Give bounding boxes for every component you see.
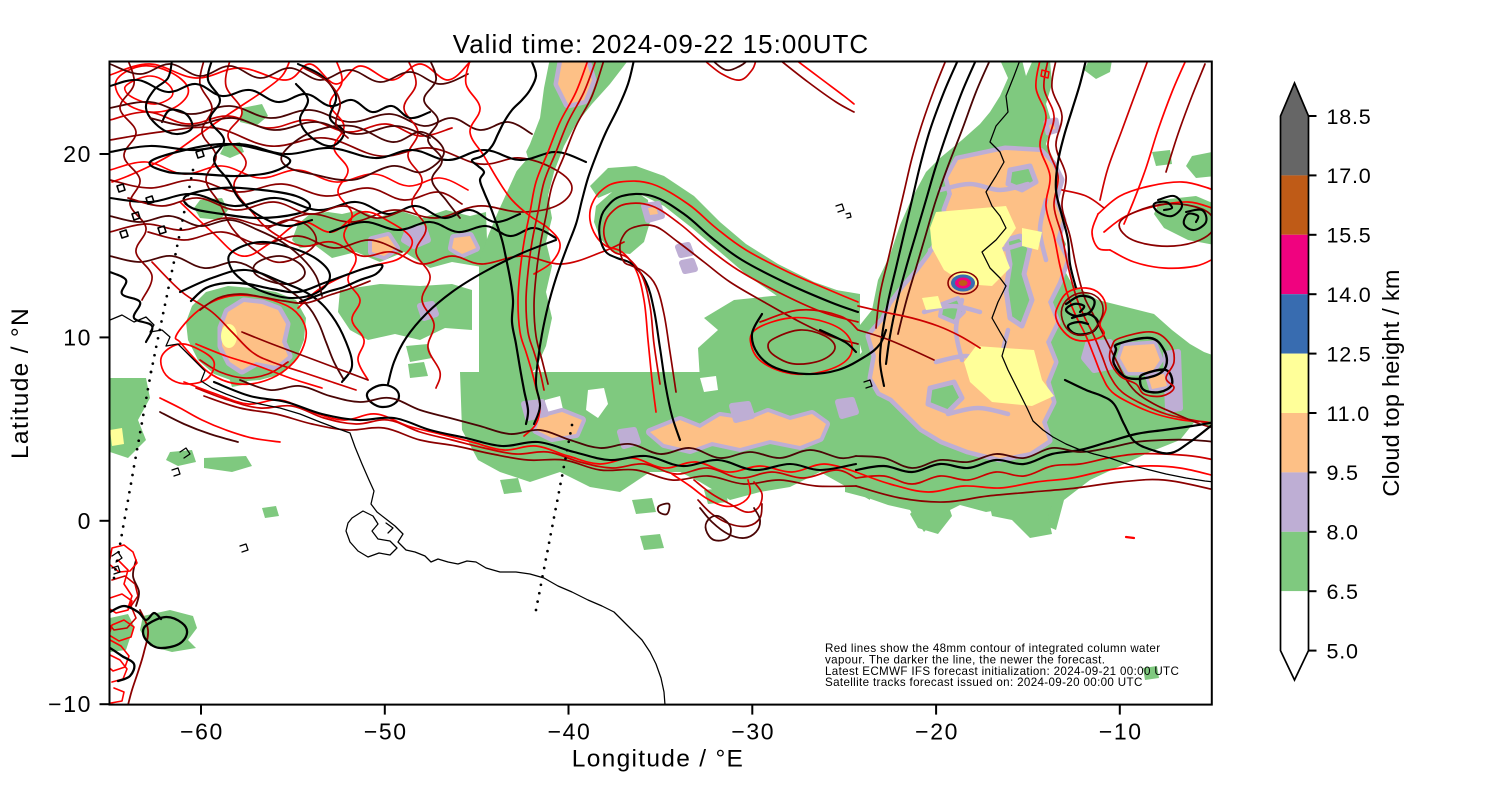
svg-text:−10: −10 [48,691,92,717]
svg-text:14.0: 14.0 [1327,283,1372,307]
svg-text:9.5: 9.5 [1327,461,1359,485]
svg-text:Satellite tracks forecast issu: Satellite tracks forecast issued on: 202… [825,676,1143,689]
svg-text:−60: −60 [180,719,224,745]
svg-text:−50: −50 [364,719,408,745]
svg-text:5.0: 5.0 [1327,639,1359,663]
svg-text:Latest ECMWF IFS forecast init: Latest ECMWF IFS forecast initialization… [825,665,1179,678]
svg-text:Latitude / °N: Latitude / °N [7,307,34,459]
svg-text:vapour. The darker the line, t: vapour. The darker the line, the newer t… [825,653,1105,666]
svg-text:10: 10 [63,324,92,350]
svg-text:Valid time: 2024-09-22 15:00UT: Valid time: 2024-09-22 15:00UTC [453,29,869,59]
svg-text:−30: −30 [731,719,775,745]
svg-text:18.5: 18.5 [1327,105,1372,129]
svg-text:12.5: 12.5 [1327,342,1372,366]
svg-text:−20: −20 [915,719,959,745]
svg-text:11.0: 11.0 [1327,402,1370,426]
svg-text:−10: −10 [1099,719,1143,745]
svg-text:20: 20 [63,141,92,167]
svg-text:Red lines show the 48mm contou: Red lines show the 48mm contour of integ… [825,642,1160,655]
svg-text:6.5: 6.5 [1327,580,1359,604]
svg-text:8.0: 8.0 [1327,521,1359,545]
svg-text:17.0: 17.0 [1327,164,1372,188]
svg-text:−40: −40 [548,719,592,745]
svg-text:15.5: 15.5 [1327,224,1372,248]
svg-text:Cloud top height / km: Cloud top height / km [1378,269,1404,496]
svg-text:0: 0 [78,508,92,534]
svg-text:Longitude / °E: Longitude / °E [572,746,744,773]
